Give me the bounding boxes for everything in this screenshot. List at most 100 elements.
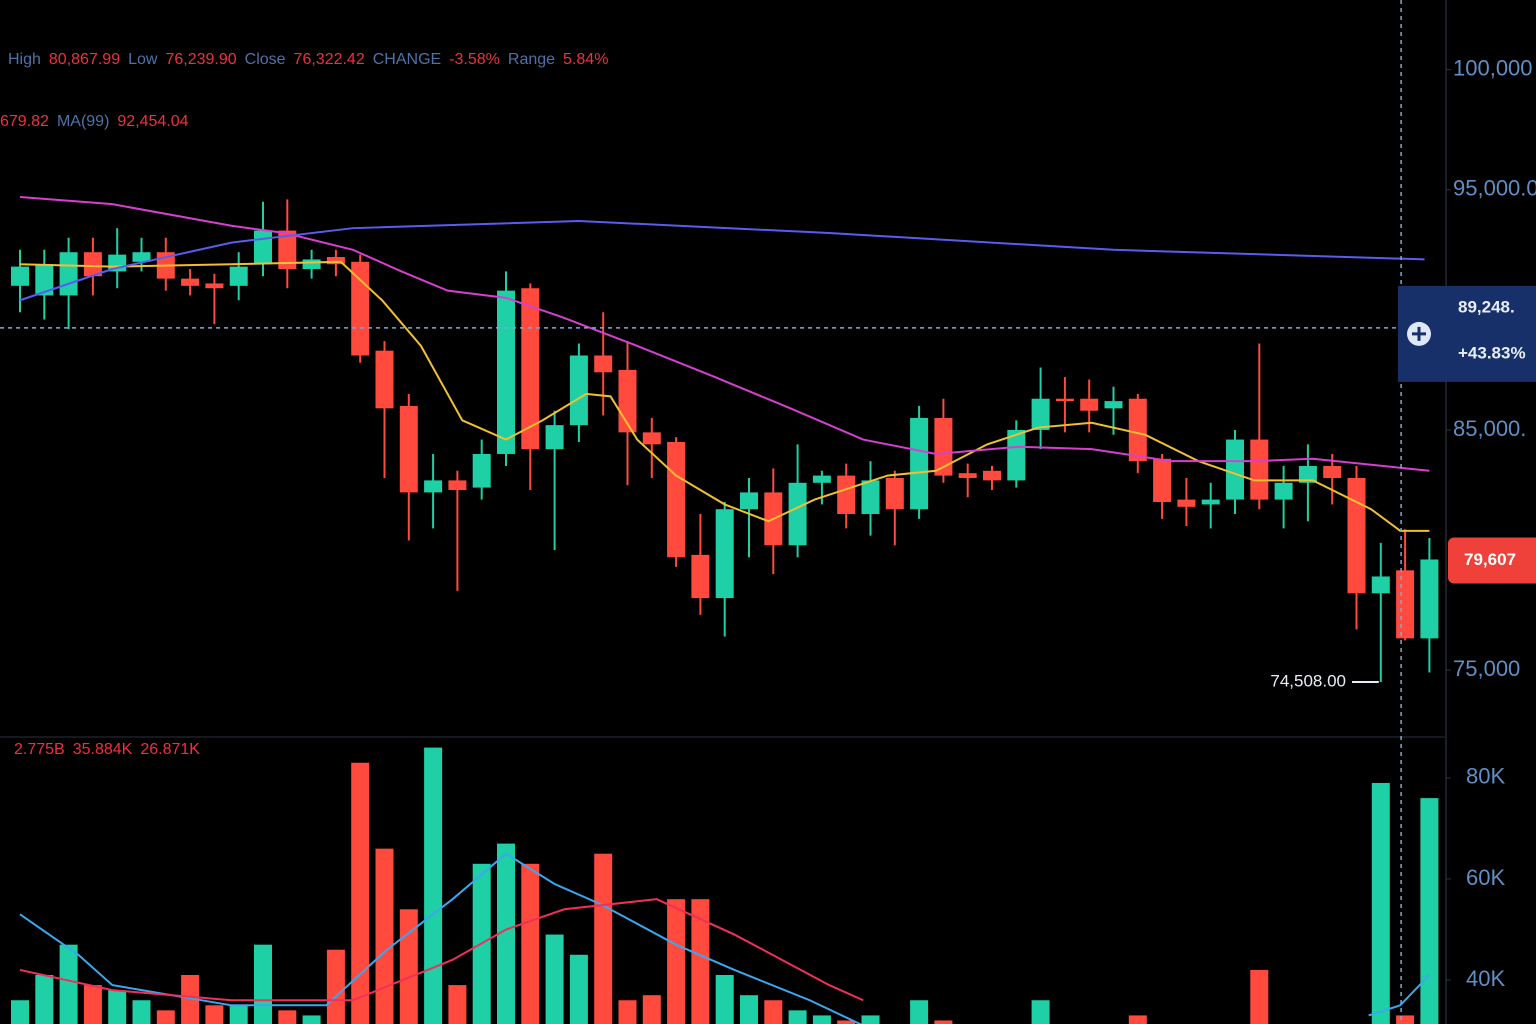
- candle-body: [1007, 429, 1026, 481]
- last-price-label: 79,607: [1464, 550, 1516, 569]
- volume-bar: [11, 1000, 29, 1024]
- volume-bar: [910, 1000, 929, 1024]
- header-value: 2.775B: [14, 741, 65, 758]
- volume-bar: [545, 934, 564, 1024]
- last-price-tag: [1448, 537, 1536, 584]
- volume-bar: [521, 863, 540, 1024]
- candle-body: [326, 257, 345, 265]
- candle-body: [35, 264, 54, 296]
- candle-body: [642, 432, 661, 445]
- candle-body: [399, 405, 418, 493]
- volume-bar: [375, 848, 394, 1024]
- volume-bar: [642, 995, 661, 1024]
- ma-line: [19, 260, 1430, 532]
- candle-body: [1347, 477, 1366, 594]
- candle-body: [983, 470, 1001, 481]
- volume-bar: [812, 1015, 831, 1024]
- volume-bar: [1031, 1000, 1050, 1024]
- volume-bar: [229, 1005, 248, 1024]
- candle-body: [837, 475, 856, 515]
- volume-bar: [278, 1010, 297, 1024]
- candle-body: [1128, 398, 1147, 462]
- volume-bar: [181, 974, 200, 1024]
- candle-body: [910, 417, 929, 510]
- candle-body: [497, 290, 515, 454]
- volume-bar: [83, 985, 102, 1024]
- volume-bar: [764, 1000, 783, 1024]
- volume-bar: [715, 974, 734, 1024]
- volume-bar: [59, 944, 78, 1024]
- header-value: 35.884K: [73, 741, 133, 758]
- candle-body: [1396, 570, 1415, 639]
- candle-body: [1371, 576, 1390, 594]
- candle-body: [812, 475, 831, 483]
- volume-bar: [594, 853, 613, 1024]
- y-tick-label: 40K: [1466, 966, 1505, 991]
- y-tick-label: 60K: [1466, 865, 1505, 890]
- header-value: 76,322.42: [294, 51, 365, 68]
- volume-bar: [254, 944, 272, 1024]
- volume-bar: [424, 747, 443, 1024]
- candle-body: [375, 350, 394, 409]
- candle-body: [1055, 398, 1074, 402]
- volume-bar: [618, 1000, 637, 1024]
- volume-bar: [1250, 969, 1269, 1024]
- header-value: 92,454.04: [117, 113, 188, 130]
- volume-bar: [691, 899, 710, 1024]
- volume-bar: [667, 899, 686, 1024]
- candle-body: [715, 509, 734, 599]
- header-label: CHANGE: [373, 51, 441, 68]
- header-value: 26.871K: [140, 741, 200, 758]
- candle-body: [1226, 439, 1244, 500]
- y-tick-label: 75,000: [1453, 656, 1520, 681]
- volume-bar: [740, 995, 758, 1024]
- low-marker-label: 74,508.00: [1270, 671, 1346, 690]
- candle-body: [788, 482, 807, 546]
- volume-bar: [156, 1010, 175, 1024]
- candle-body: [885, 477, 904, 510]
- candle-body: [861, 480, 880, 515]
- y-tick-label: 100,000: [1453, 55, 1533, 80]
- candle-body: [132, 252, 151, 262]
- candle-body: [278, 230, 297, 270]
- candle-body: [594, 355, 613, 373]
- volume-bar: [205, 1005, 224, 1024]
- y-tick-label: 80K: [1466, 764, 1505, 789]
- candle-body: [1420, 559, 1439, 639]
- candle-body: [302, 259, 321, 270]
- plus-icon: [1412, 326, 1426, 341]
- volume-bar: [351, 762, 370, 1024]
- candle-body: [351, 261, 370, 356]
- header-label: High: [8, 51, 41, 68]
- y-tick-label: 95,000.0: [1453, 176, 1536, 201]
- candle-body: [424, 480, 443, 493]
- volume-bar: [837, 1020, 856, 1024]
- header-value: 76,239.90: [165, 51, 236, 68]
- candle-body: [691, 554, 710, 599]
- candle-body: [1153, 458, 1172, 503]
- volume-bar: [861, 1015, 880, 1024]
- candle-body: [569, 355, 588, 426]
- ma-line: [19, 195, 1430, 472]
- candle-body: [83, 252, 102, 277]
- volume-bar: [35, 974, 54, 1024]
- candle-body: [1323, 465, 1342, 478]
- header-value: -3.58%: [449, 51, 500, 68]
- candle-body: [934, 417, 953, 476]
- header-label: Range: [508, 51, 555, 68]
- crosshair-change: +43.83%: [1458, 343, 1526, 362]
- candle-body: [667, 441, 686, 558]
- candle-body: [521, 288, 540, 450]
- candle-body: [254, 230, 272, 265]
- price-panel: [11, 195, 1439, 682]
- ma-line: [19, 852, 1431, 1024]
- candle-body: [448, 480, 467, 490]
- volume-bar: [132, 1000, 151, 1024]
- candle-body: [958, 473, 977, 478]
- candle-body: [1031, 398, 1050, 430]
- volume-bar: [302, 1015, 321, 1024]
- volume-bar: [326, 949, 345, 1024]
- volume-bar: [1396, 1015, 1415, 1024]
